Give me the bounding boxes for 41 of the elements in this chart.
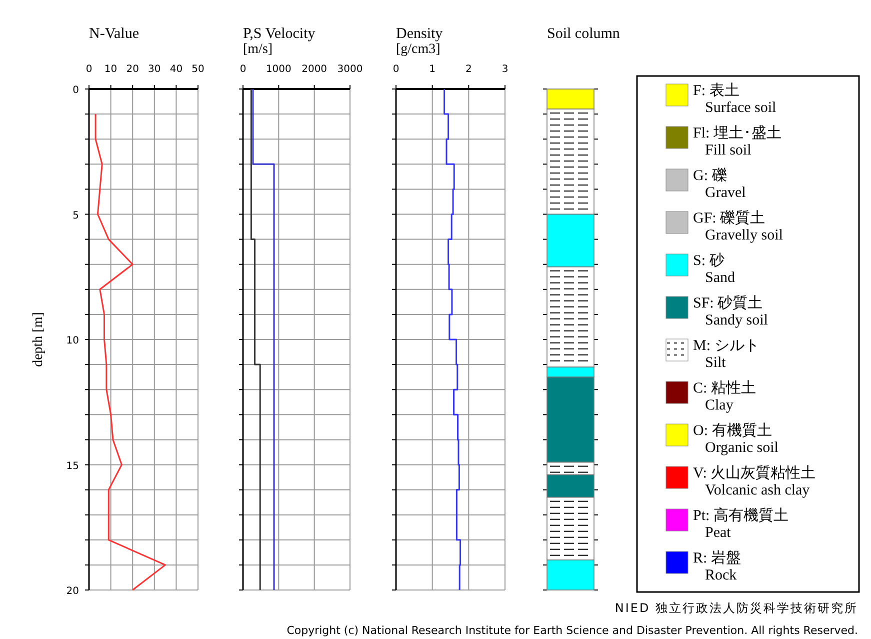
text: Copyright (c) National Research Institute for Earth Science and Disaster Prevention. All rights Reserved. [286, 624, 858, 637]
chart-title: Soil column [547, 26, 620, 42]
x-tick-label: 3000 [337, 64, 363, 75]
x-tick-label: 1000 [266, 64, 292, 75]
x-tick-label: 2000 [302, 64, 328, 75]
chart-subtitle: [g/cm3] [396, 42, 440, 57]
legend-label: O: 有機質土 Organic soil [693, 422, 778, 456]
x-tick-label: 0 [86, 64, 92, 75]
x-tick-label: 0 [392, 64, 400, 75]
x-tick-label: 40 [170, 64, 183, 75]
y-tick-label: 15 [66, 460, 79, 472]
text: NIED 独立行政法人防災科学技術研究所 [614, 601, 858, 615]
chart-title: P,S Velocity [243, 26, 316, 42]
legend-label: F: 表土 Surface soil [693, 82, 776, 116]
line-series [94, 113, 166, 591]
legend-label: Fl: 埋土･盛土 Fill soil [693, 124, 782, 158]
x-tick-label: 20 [126, 64, 139, 75]
x-tick-label: 50 [192, 64, 204, 75]
legend-label: M: シルト Silt [693, 338, 760, 371]
y-tick-label: 20 [66, 586, 79, 597]
x-tick-label: 3 [502, 64, 508, 75]
legend-label: V: 火山灰質粘性土 Volcanic ash clay [693, 464, 816, 498]
legend-label: Pt: 高有機質土 Peat [693, 507, 788, 541]
legend-label: G: 礫 Gravel [693, 167, 746, 201]
y-tick-label: 10 [66, 336, 79, 346]
y-tick-label: 0 [72, 85, 79, 96]
legend-label: S: 砂 Sand [693, 252, 736, 286]
x-tick-label: 30 [148, 64, 161, 75]
x-tick-label: 2 [465, 64, 472, 75]
x-tick-label: 0 [240, 64, 246, 75]
legend-label: C: 粘性土 Clay [693, 380, 756, 414]
chart-title: N-Value [89, 26, 140, 42]
chart-title: Density [396, 26, 444, 42]
x-tick-label: 1 [429, 64, 436, 75]
x-tick-label: 10 [104, 64, 118, 75]
chart-subtitle: [m/s] [243, 42, 273, 57]
y-tick-label: 5 [72, 210, 79, 222]
y-axis-title: depth [m] [31, 312, 46, 367]
legend-label: GF: 礫質土 Gravelly soil [693, 210, 783, 244]
legend-label: SF: 砂質土 Sandy soil [693, 294, 768, 328]
legend-label: R: 岩盤 Rock [693, 550, 741, 584]
